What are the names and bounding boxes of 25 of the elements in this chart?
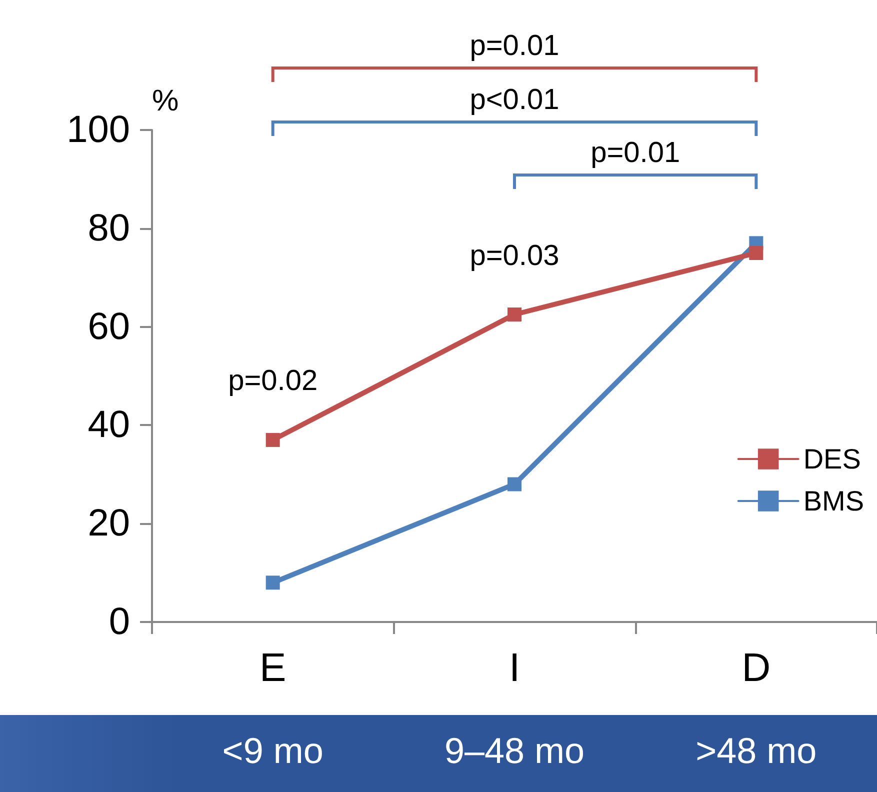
x-tick-label: I — [508, 646, 520, 690]
point — [508, 477, 522, 492]
text: p=0.01 — [470, 30, 560, 63]
point — [749, 246, 764, 260]
text: p<0.01 — [470, 84, 560, 117]
y-tick-label: 0 — [108, 601, 130, 643]
point — [266, 576, 280, 590]
annotation: p=0.01 — [590, 137, 680, 170]
y-axis-title: % — [152, 84, 179, 118]
point — [508, 308, 522, 322]
y-tick-label: 80 — [88, 207, 130, 250]
annotation: p=0.03 — [470, 240, 560, 272]
legend-label: DES — [803, 444, 861, 474]
point — [266, 432, 280, 447]
y-tick-label: 20 — [88, 502, 130, 545]
y-tick-label: 60 — [88, 306, 130, 348]
x-tick-label: D — [742, 646, 771, 690]
annotation: p=0.02 — [228, 364, 318, 398]
text: <9 mo — [222, 730, 324, 772]
legend-label: BMS — [803, 486, 864, 516]
y-tick-label: 100 — [66, 109, 130, 151]
x-tick-label: E — [259, 646, 286, 690]
text: >48 mo — [696, 730, 817, 772]
y-tick-label: 40 — [88, 404, 130, 446]
text: 9–48 mo — [444, 730, 585, 772]
